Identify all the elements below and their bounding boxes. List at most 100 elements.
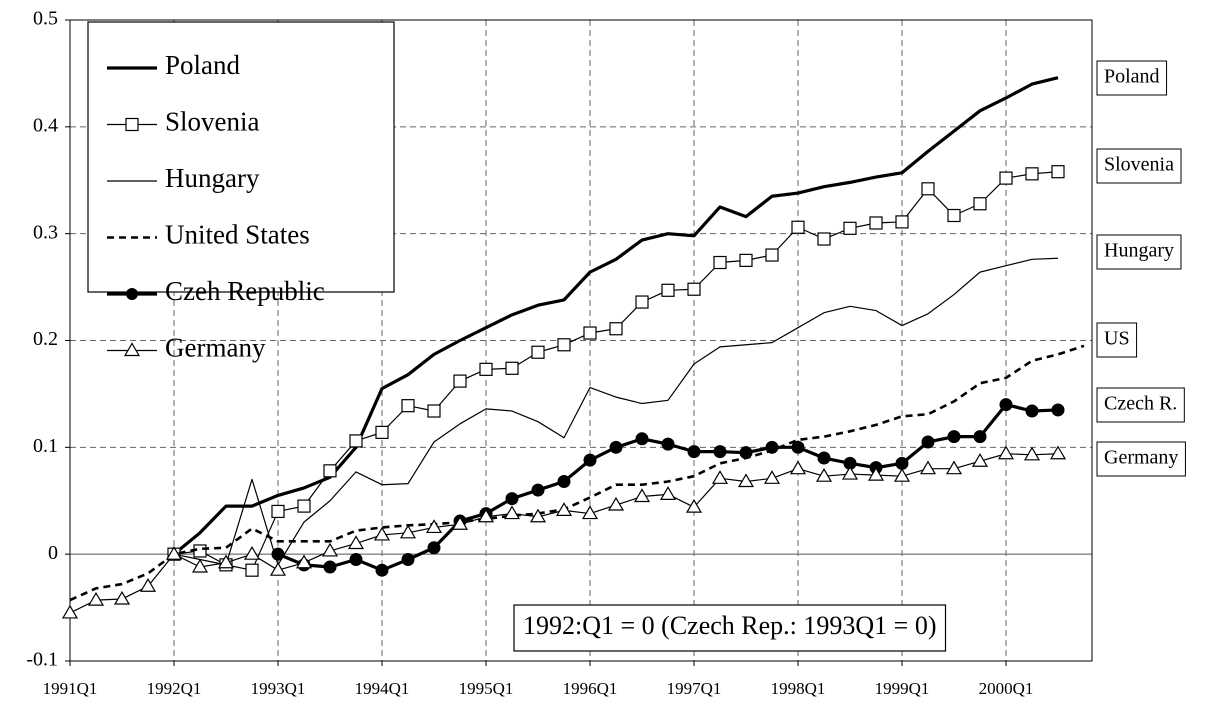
legend-label: United States bbox=[165, 220, 310, 250]
marker bbox=[425, 519, 443, 534]
marker bbox=[609, 322, 623, 336]
x-tick-label: 1992Q1 bbox=[147, 679, 202, 698]
marker bbox=[165, 545, 183, 560]
plot-frame bbox=[69, 19, 1093, 662]
marker bbox=[453, 374, 467, 388]
marker bbox=[427, 541, 441, 555]
marker bbox=[869, 216, 883, 230]
marker bbox=[1049, 445, 1067, 460]
marker bbox=[503, 505, 521, 520]
marker bbox=[347, 535, 365, 550]
marker bbox=[661, 283, 675, 297]
legend-label: Czeh Republic bbox=[165, 276, 325, 306]
marker bbox=[921, 435, 935, 449]
marker bbox=[401, 553, 415, 567]
legend-label: Slovenia bbox=[165, 107, 260, 137]
marker bbox=[477, 508, 495, 523]
marker bbox=[139, 578, 157, 592]
marker bbox=[191, 558, 209, 573]
marker bbox=[1051, 403, 1065, 417]
marker bbox=[687, 445, 701, 459]
end-label: Czech R. bbox=[1104, 393, 1177, 415]
marker bbox=[1023, 446, 1041, 461]
marker bbox=[479, 362, 493, 376]
marker bbox=[997, 445, 1015, 460]
marker bbox=[125, 117, 139, 132]
marker bbox=[217, 554, 235, 569]
marker bbox=[789, 460, 807, 475]
marker bbox=[635, 295, 649, 309]
y-tick-label: 0.4 bbox=[33, 114, 58, 136]
marker bbox=[791, 440, 805, 454]
marker bbox=[893, 467, 911, 482]
x-tick-label: 1998Q1 bbox=[771, 679, 826, 698]
marker bbox=[895, 456, 909, 470]
marker bbox=[375, 425, 389, 439]
marker bbox=[531, 483, 545, 497]
x-tick-label: 1997Q1 bbox=[667, 679, 722, 698]
marker bbox=[373, 526, 391, 541]
x-tick-label: 1991Q1 bbox=[43, 679, 98, 698]
marker bbox=[971, 453, 989, 467]
end-label-box bbox=[1096, 441, 1186, 477]
marker bbox=[271, 547, 285, 561]
marker bbox=[271, 504, 285, 519]
marker bbox=[581, 505, 599, 520]
end-label: Poland bbox=[1104, 66, 1160, 88]
legend-label: Germany bbox=[165, 333, 266, 363]
x-tick-label: 1995Q1 bbox=[459, 679, 514, 698]
marker bbox=[297, 499, 311, 513]
marker bbox=[583, 326, 597, 340]
x-tick-label: 1993Q1 bbox=[251, 679, 306, 698]
marker bbox=[505, 492, 519, 506]
marker bbox=[607, 496, 625, 511]
marker bbox=[269, 562, 287, 576]
marker bbox=[323, 464, 337, 478]
marker bbox=[451, 516, 469, 530]
marker bbox=[999, 398, 1013, 412]
end-label: Hungary bbox=[1104, 240, 1174, 262]
marker bbox=[739, 446, 753, 460]
x-tick-label: 2000Q1 bbox=[979, 679, 1034, 698]
marker bbox=[126, 288, 138, 300]
marker bbox=[295, 554, 313, 569]
marker bbox=[61, 604, 79, 619]
end-label-box bbox=[1096, 387, 1185, 423]
marker bbox=[843, 221, 857, 235]
series-line bbox=[69, 344, 1085, 602]
annotation: 1992:Q1 = 0 (Czech Rep.: 1993Q1 = 0) bbox=[523, 611, 937, 640]
marker bbox=[505, 361, 519, 375]
marker bbox=[245, 563, 259, 577]
marker bbox=[123, 342, 141, 357]
legend-box bbox=[87, 21, 395, 293]
marker bbox=[973, 197, 987, 211]
legend-label: Hungary bbox=[165, 163, 260, 193]
marker bbox=[659, 486, 677, 500]
end-label: Slovenia bbox=[1104, 154, 1174, 176]
marker bbox=[919, 460, 937, 475]
marker bbox=[633, 488, 651, 503]
marker bbox=[999, 171, 1013, 185]
marker bbox=[557, 475, 571, 489]
marker bbox=[713, 445, 727, 459]
marker bbox=[737, 473, 755, 488]
marker bbox=[661, 437, 675, 451]
marker bbox=[711, 470, 729, 484]
marker bbox=[973, 430, 987, 444]
marker bbox=[609, 440, 623, 454]
marker bbox=[375, 563, 389, 577]
marker bbox=[713, 255, 727, 270]
marker bbox=[323, 560, 337, 574]
y-tick-label: 0.3 bbox=[33, 221, 58, 243]
marker bbox=[1051, 165, 1065, 179]
marker bbox=[817, 232, 831, 246]
y-tick-label: 0.5 bbox=[33, 8, 58, 30]
marker bbox=[815, 467, 833, 482]
marker bbox=[349, 434, 363, 448]
marker bbox=[841, 465, 859, 480]
legend: Poland Slovenia Hungary United States Czeh R… bbox=[87, 21, 395, 363]
marker bbox=[739, 253, 753, 267]
marker bbox=[895, 215, 909, 229]
marker bbox=[427, 404, 441, 418]
y-tick-label: 0.2 bbox=[33, 328, 58, 350]
